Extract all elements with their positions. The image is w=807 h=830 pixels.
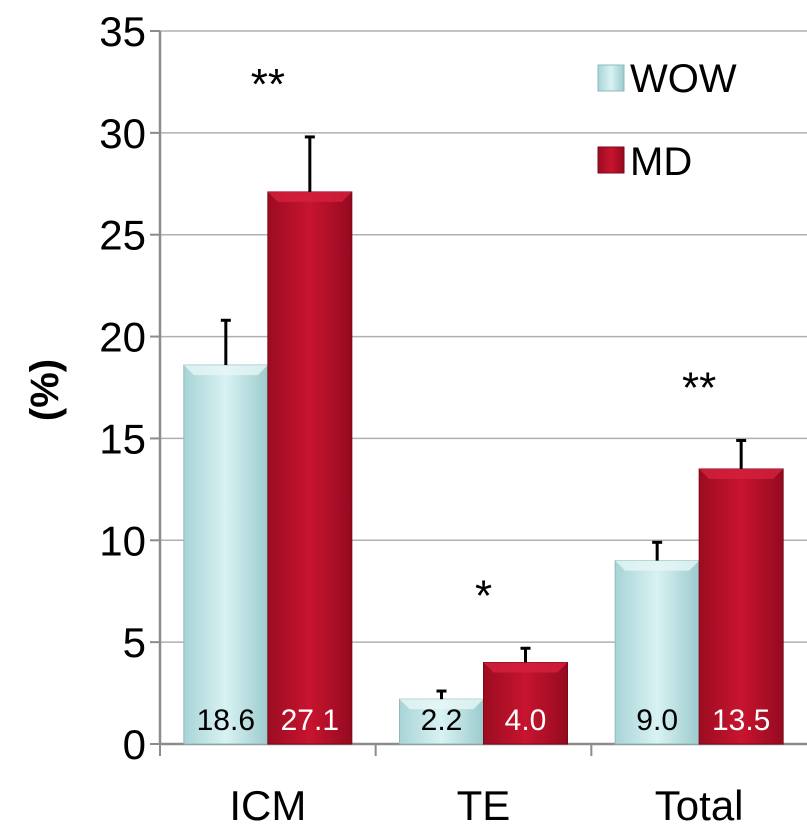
y-tick-label: 35 [99,8,146,55]
significance-te: * [475,571,492,620]
bar-bevel [699,468,784,479]
bar-bevel [399,699,484,710]
bar-md-total [698,468,784,745]
significance-total: ** [682,363,716,412]
y-tick-label: 20 [99,314,146,361]
data-label-md-te: 4.0 [505,704,547,737]
legend: WOW MD [597,57,737,184]
bar-bevel [183,365,268,376]
data-labels: 18.6 27.1 2.2 4.0 9.0 13.5 [197,704,771,737]
bar-bevel [267,191,352,202]
y-axis-label: (%) [23,359,67,421]
x-tick-labels: ICM TE Total [229,782,743,829]
data-label-wow-icm: 18.6 [197,704,255,737]
legend-swatch-md [597,146,625,174]
bar-wow-icm [183,364,269,745]
y-tick-label: 25 [99,212,146,259]
significance-annotations: ***** [251,60,717,620]
x-tick-label-total: Total [655,782,744,829]
y-tick-label: 15 [99,415,146,462]
legend-label-wow: WOW [630,57,737,101]
y-tick-label: 5 [123,619,146,666]
data-label-md-icm: 27.1 [281,704,339,737]
significance-icm: ** [251,60,285,109]
legend-item-md: MD [597,140,692,184]
legend-label-md: MD [630,140,692,184]
x-tick-label-icm: ICM [229,782,306,829]
data-label-wow-total: 9.0 [636,704,678,737]
bar-wow-total [614,560,700,745]
bar-md-te [483,662,568,745]
y-tick-labels: 0 5 10 15 20 25 30 35 [99,8,146,768]
y-tick-label: 0 [123,721,146,768]
y-tick-label: 10 [99,517,146,564]
y-tick-label: 30 [99,110,146,157]
error-bars [220,135,747,700]
data-label-md-total: 13.5 [712,704,770,737]
bars [183,191,784,745]
bar-md-icm [267,191,353,745]
bar-bevel [615,560,700,571]
bar-bevel [483,662,568,673]
data-label-wow-te: 2.2 [421,704,463,737]
x-tick-label-te: TE [457,782,511,829]
legend-item-wow: WOW [597,57,737,101]
legend-swatch-wow [597,64,625,92]
